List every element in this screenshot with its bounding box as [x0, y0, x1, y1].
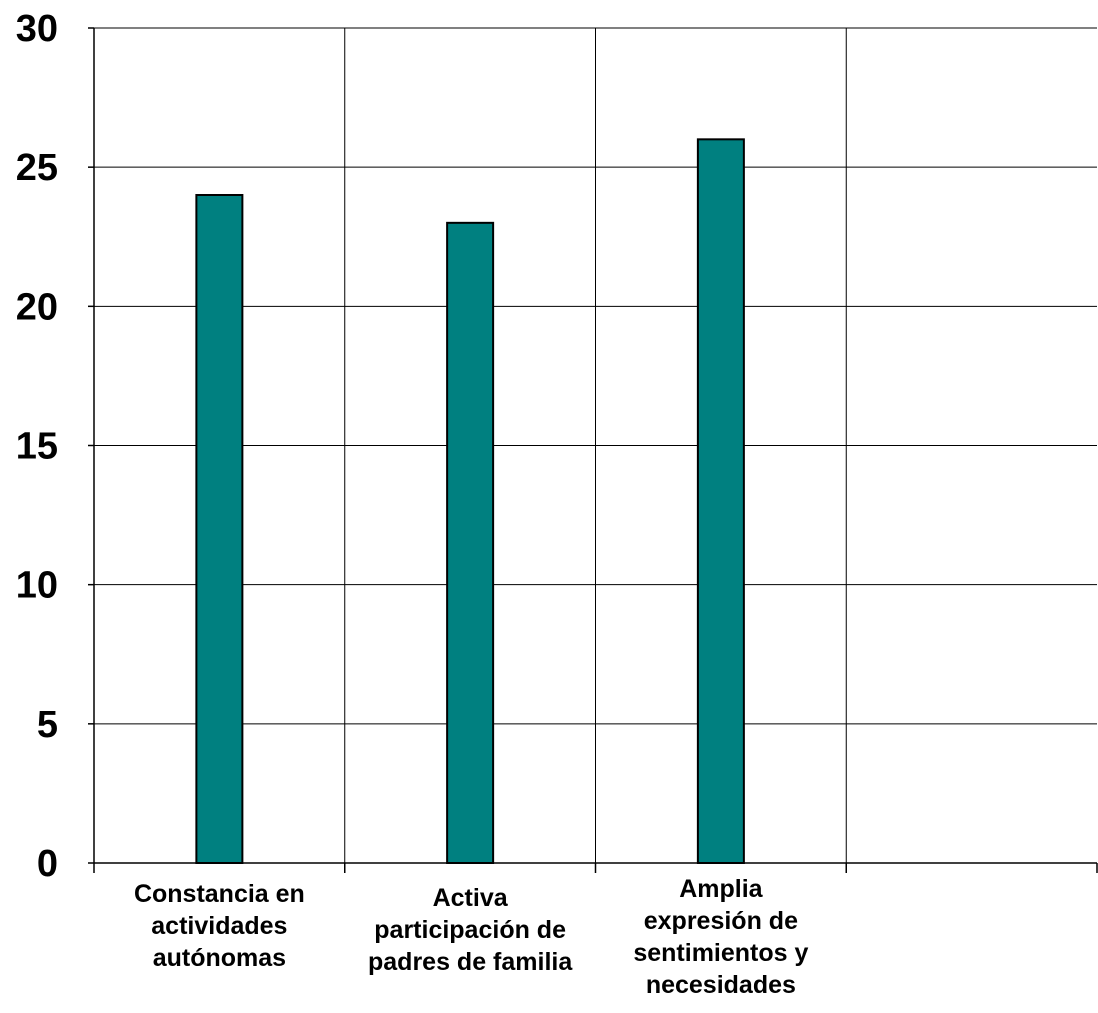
y-tick-labels: 0 5 10 15 20 25 30	[16, 8, 58, 885]
bar-2	[696, 138, 745, 865]
x-category-label-2: Amplia expresión de sentimientos y necesida…	[633, 875, 808, 999]
y-tick-label-5: 5	[37, 704, 58, 746]
bar-0	[195, 194, 244, 864]
grid-lines	[94, 27, 1097, 863]
axes	[88, 27, 1098, 873]
x-category-labels: Constancia en actividades autónomas Activa p…	[134, 875, 809, 999]
y-tick-label-25: 25	[16, 147, 58, 189]
y-tick-label-10: 10	[16, 565, 58, 607]
bars	[195, 138, 745, 865]
y-tick-label-20: 20	[16, 286, 58, 328]
y-tick-label-15: 15	[16, 426, 58, 468]
x-category-label-1: Activa participación de padres de familia	[368, 884, 573, 976]
y-tick-label-30: 30	[16, 8, 58, 50]
y-tick-label-0: 0	[37, 843, 58, 885]
bar-1	[446, 221, 495, 865]
x-category-label-0: Constancia en actividades autónomas	[134, 880, 305, 972]
